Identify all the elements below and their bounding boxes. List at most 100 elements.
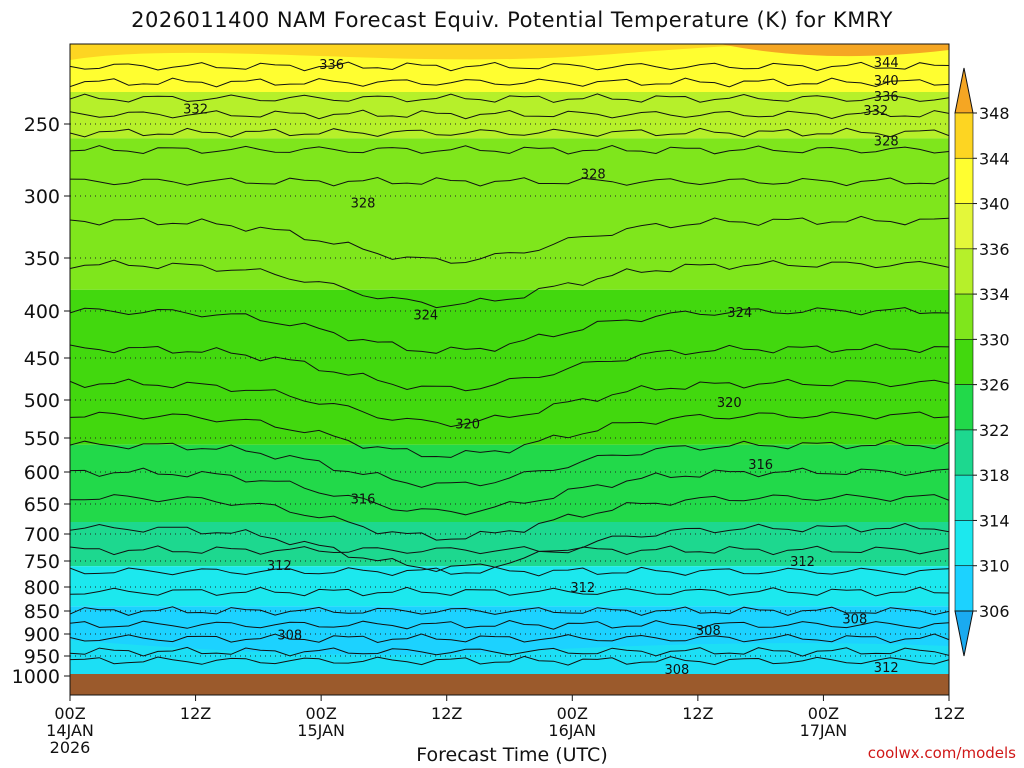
colorbar-label: 306 <box>979 602 1010 621</box>
colorbar-arrow-top <box>954 67 974 114</box>
y-tick-label: 1000 <box>12 666 60 688</box>
y-tick-label: 600 <box>24 462 60 484</box>
colorbar-swatch <box>954 112 974 159</box>
contour-line <box>70 127 949 138</box>
contour-label-text: 328 <box>874 134 899 149</box>
y-tick-label: 300 <box>24 186 60 208</box>
y-tick-label: 550 <box>24 428 60 450</box>
contour-line <box>70 619 949 630</box>
y-tick-label: 700 <box>24 524 60 546</box>
contour-label: 308 <box>665 663 690 678</box>
contour-label-text: 308 <box>696 624 721 639</box>
contour-label-text: 316 <box>748 458 773 473</box>
contour-line <box>70 61 949 72</box>
colorbar-label: 322 <box>979 421 1010 440</box>
contour-line <box>70 566 949 577</box>
ground-layer <box>70 674 949 695</box>
contour-label-text: 324 <box>413 309 438 324</box>
contour-label-text: 308 <box>277 628 302 643</box>
contour-label: 308 <box>696 624 721 639</box>
contour-layer <box>70 61 949 666</box>
y-tick-label: 750 <box>24 551 60 573</box>
contour-label-text: 328 <box>351 196 376 211</box>
contour-line <box>70 144 949 155</box>
y-tick-label: 250 <box>24 114 60 136</box>
colorbar-swatch <box>954 203 974 250</box>
colorbar-label: 310 <box>979 557 1010 576</box>
contour-label: 328 <box>874 134 899 149</box>
contour-label: 332 <box>863 104 888 119</box>
contour-label: 312 <box>570 581 595 596</box>
contour-line <box>70 93 949 103</box>
contour-label: 336 <box>319 58 344 73</box>
contour-line <box>70 493 949 541</box>
contour-label: 328 <box>351 196 376 211</box>
contour-line <box>70 307 949 354</box>
contour-label: 320 <box>717 396 742 411</box>
y-tick-label: 400 <box>24 301 60 323</box>
chart-title: 2026011400 NAM Forecast Equiv. Potential… <box>131 8 893 32</box>
contour-label-text: 324 <box>727 306 752 321</box>
colorbar-swatch <box>954 157 974 204</box>
contour-label-text: 312 <box>790 555 815 570</box>
contour-label-text: 320 <box>455 417 480 432</box>
contour-label: 316 <box>748 458 773 473</box>
contour-label: 308 <box>277 628 302 643</box>
contour-line <box>70 109 949 120</box>
fill-band-2 <box>70 138 949 290</box>
contour-line <box>70 77 949 88</box>
x-tick-label: 00Z <box>808 704 839 723</box>
contour-line <box>70 439 949 488</box>
fill-band-3 <box>70 289 949 445</box>
fill-accent-bottom <box>70 640 949 674</box>
contour-line <box>70 522 949 573</box>
colorbar-swatch <box>954 429 974 476</box>
contour-label-text: 332 <box>183 103 208 118</box>
contour-label-text: 308 <box>665 663 690 678</box>
contour-line <box>70 259 949 309</box>
y-tick-label: 500 <box>24 390 60 412</box>
contour-label: 324 <box>413 309 438 324</box>
x-tick-label: 00Z <box>305 704 336 723</box>
contour-label-text: 312 <box>874 661 899 676</box>
colorbar-swatch <box>954 520 974 567</box>
colorbar-label: 334 <box>979 285 1010 304</box>
colorbar-swatch <box>954 384 974 431</box>
contour-line <box>70 545 949 556</box>
contour-label: 312 <box>874 661 899 676</box>
y-tick-label: 450 <box>24 348 60 370</box>
contour-line <box>70 633 949 644</box>
colorbar-swatch <box>954 565 974 612</box>
x-tick-sublabel: 16JAN <box>548 721 596 740</box>
x-tick-label: 12Z <box>180 704 211 723</box>
contour-line <box>70 586 949 597</box>
ground <box>70 674 949 695</box>
fill-band-4 <box>70 444 949 522</box>
colorbar-label: 336 <box>979 240 1010 259</box>
x-tick-sublabel: 15JAN <box>297 721 345 740</box>
contour-line <box>70 467 949 516</box>
contour-label: 324 <box>727 306 752 321</box>
x-tick-label: 12Z <box>682 704 713 723</box>
colorbar-swatch <box>954 474 974 521</box>
contour-line <box>70 655 949 666</box>
colorbar-swatch <box>954 339 974 385</box>
contour-label-text: 344 <box>874 56 899 71</box>
contour-line <box>70 215 949 264</box>
contour-label: 316 <box>351 493 376 508</box>
colorbar-label: 330 <box>979 330 1010 349</box>
contour-label: 312 <box>267 559 292 574</box>
y-tick-label: 800 <box>24 577 60 599</box>
contour-label-text: 332 <box>863 104 888 119</box>
contour-label: 328 <box>581 167 606 182</box>
plot-frame <box>69 43 950 696</box>
x-tick-label: 00Z <box>557 704 588 723</box>
x-tick-label: 00Z <box>54 704 85 723</box>
credit-link[interactable]: coolwx.com/models <box>867 744 1016 762</box>
contour-label-text: 340 <box>874 74 899 89</box>
contour-label-text: 316 <box>351 493 376 508</box>
fill-band-6 <box>70 566 949 607</box>
contour-label: 344 <box>874 56 899 71</box>
